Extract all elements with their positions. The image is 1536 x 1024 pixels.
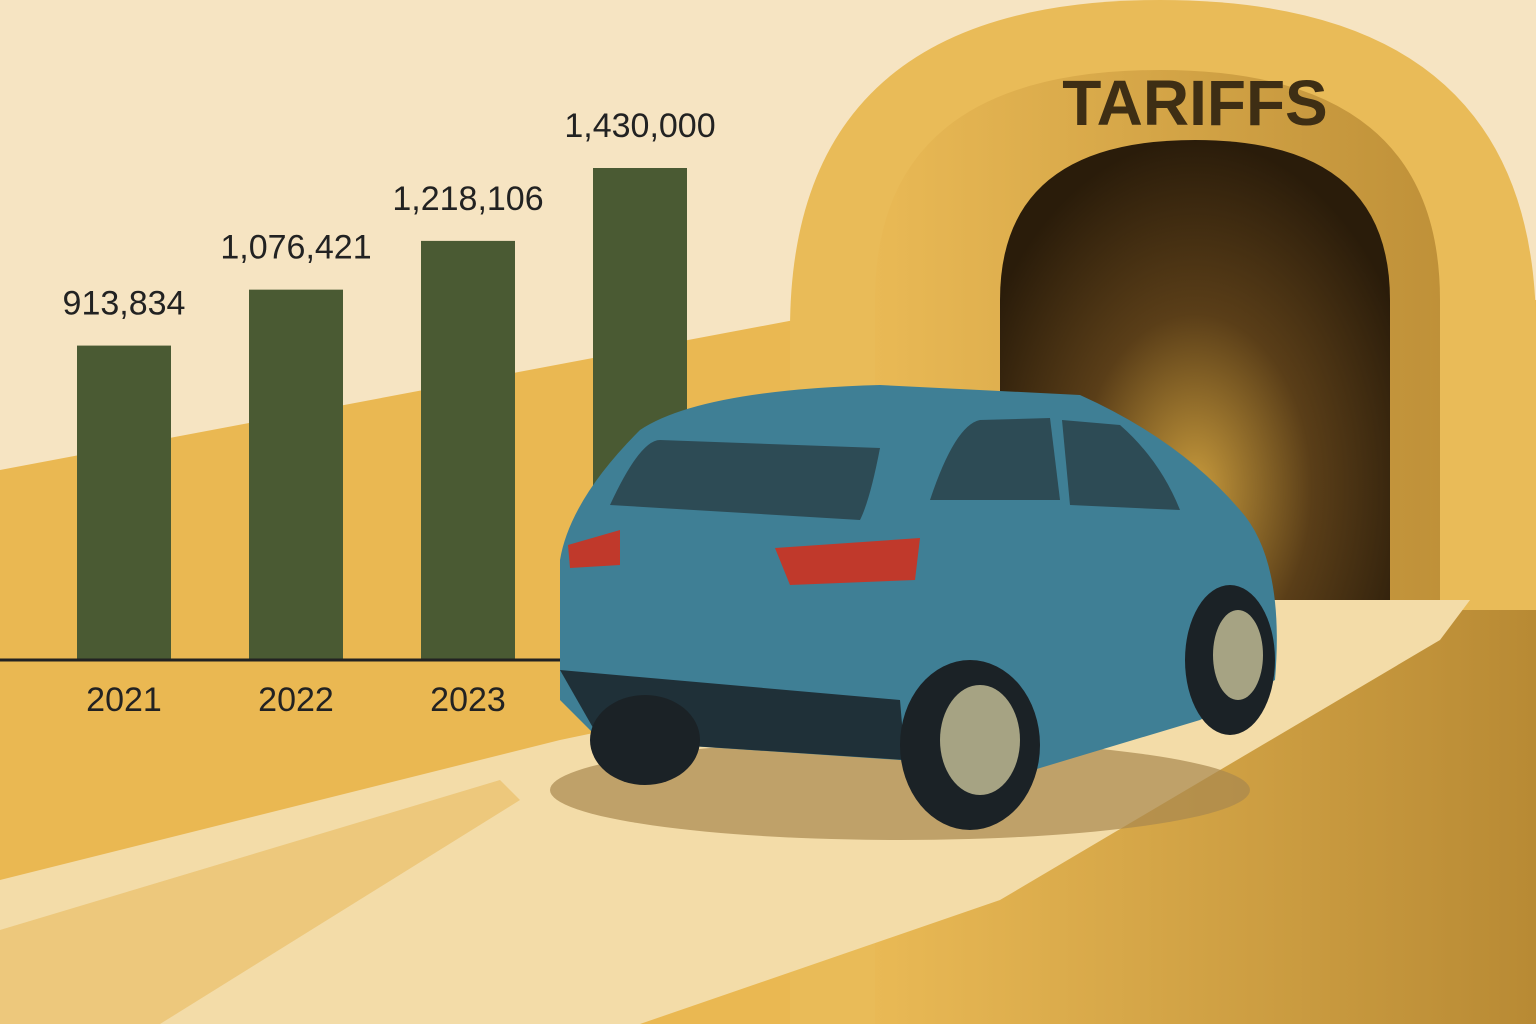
bar: [249, 289, 343, 660]
bar: [421, 240, 515, 661]
car: [550, 385, 1277, 840]
bar: [77, 345, 171, 660]
value-label: 1,430,000: [564, 107, 715, 145]
value-label: 913,834: [63, 285, 186, 323]
x-tick-label: 2022: [258, 681, 334, 719]
annotation: TARIFFS: [1062, 67, 1327, 139]
value-label: 1,076,421: [220, 229, 371, 267]
value-label: 1,218,106: [392, 180, 543, 218]
x-tick-label: 2021: [86, 681, 162, 719]
x-tick-label: 2023: [430, 681, 506, 719]
bars: 913,834 2021 1,076,421 2022 1,218,106 2023 1,4…: [63, 107, 716, 719]
